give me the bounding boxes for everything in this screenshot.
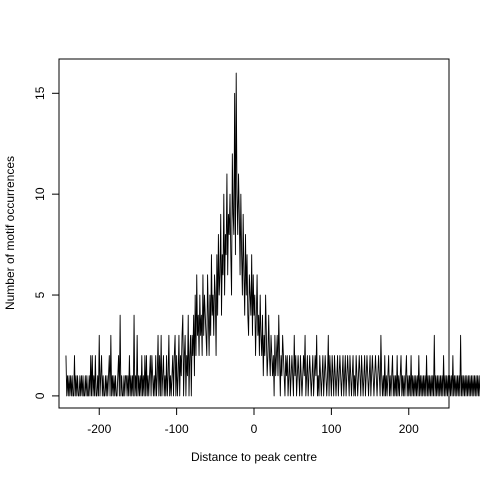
series-line-motif-occurrences	[65, 72, 480, 397]
plot-box	[58, 58, 450, 409]
x-tick-label: 200	[399, 422, 419, 436]
x-axis: -200 -100 0 100 200	[87, 407, 419, 436]
x-tick-label: 0	[251, 422, 258, 436]
x-tick-label: 100	[321, 422, 341, 436]
y-axis-title: Number of motif occurrences	[3, 156, 17, 310]
x-tick-label: -200	[87, 422, 111, 436]
x-tick-label: -100	[165, 422, 189, 436]
y-tick-label: 0	[33, 392, 47, 399]
x-axis-title: Distance to peak centre	[191, 450, 317, 464]
y-axis: 0 5 10 15	[33, 86, 60, 399]
y-tick-label: 10	[33, 187, 47, 201]
y-tick-label: 5	[33, 291, 47, 298]
y-tick-label: 15	[33, 86, 47, 100]
